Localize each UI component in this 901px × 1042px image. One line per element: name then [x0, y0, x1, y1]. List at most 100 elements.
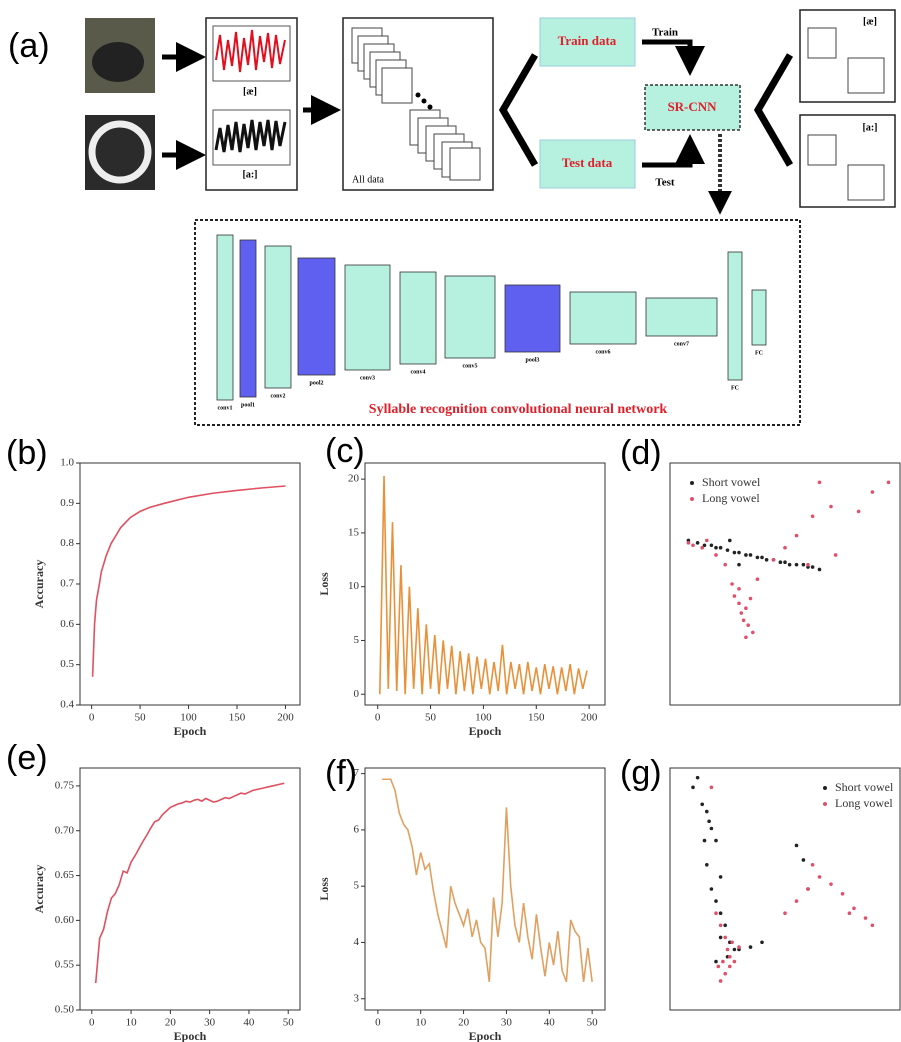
- y-tick-label: 0.7: [60, 578, 74, 590]
- scatter-point: [863, 916, 868, 920]
- layer-label: pool1: [241, 402, 255, 408]
- panel-label: (b): [6, 434, 48, 472]
- train-data-box: [539, 17, 636, 67]
- scatter-point: [725, 947, 730, 952]
- x-tick-label: 50: [135, 712, 147, 724]
- scatter-point: [748, 945, 753, 949]
- network-title: Syllable recognition convolutional neura…: [369, 402, 668, 417]
- scatter-point: [833, 553, 838, 557]
- scatter-point: [714, 838, 718, 843]
- scatter-point: [741, 618, 746, 623]
- scatter-point: [691, 543, 695, 548]
- scatter-point: [870, 490, 875, 494]
- x-tick-label: 150: [528, 712, 545, 724]
- scatter-point: [709, 826, 714, 831]
- y-tick-label: 4: [354, 936, 360, 948]
- layer: [444, 275, 496, 359]
- scatter-point: [686, 541, 691, 545]
- x-tick-label: 50: [587, 1017, 599, 1029]
- model-label: SR-CNN: [667, 99, 717, 114]
- layer-label: conv7: [674, 341, 689, 347]
- x-tick-label: 0: [375, 1017, 381, 1029]
- y-tick-label: 0.50: [55, 1004, 75, 1016]
- plot-frame: [364, 462, 606, 706]
- y-tick-label: 20: [348, 473, 360, 485]
- scatter-point: [714, 553, 718, 557]
- scatter-point: [783, 560, 787, 565]
- scatter-point: [718, 979, 723, 983]
- layer: [344, 264, 391, 371]
- data-line: [94, 782, 285, 984]
- scatter-point: [716, 964, 721, 969]
- scatter-point: [705, 538, 709, 543]
- arrow: [642, 39, 705, 76]
- output-frame: [807, 27, 837, 59]
- scatter-point: [787, 562, 792, 567]
- scatter-point: [760, 555, 764, 560]
- scatter-point: [840, 892, 845, 896]
- scatter-point: [817, 875, 822, 879]
- y-tick-label: 0.8: [60, 537, 74, 549]
- output-arrow: [753, 53, 794, 167]
- scatter-point: [748, 553, 753, 557]
- scatter-point: [695, 541, 700, 545]
- y-tick-label: 0.65: [55, 869, 75, 881]
- dot: [427, 104, 433, 110]
- data-line: [379, 475, 588, 695]
- scatter-point: [728, 538, 732, 543]
- y-tick-label: 6: [354, 823, 360, 835]
- scatter-point: [732, 947, 737, 952]
- legend-marker: [823, 786, 827, 790]
- output-frame: [847, 57, 885, 94]
- scatter-point: [794, 533, 799, 538]
- panel-label: (d): [620, 434, 662, 472]
- waveform: [215, 29, 286, 73]
- layer-label: pool3: [525, 357, 539, 363]
- layers: conv1 pool1 conv2 pool2 conv3 conv4 conv5 pool3…: [216, 234, 767, 411]
- model-box: [644, 84, 741, 131]
- x-tick-label: 150: [229, 712, 246, 724]
- x-tick-label: 50: [283, 1017, 295, 1029]
- scatter-point: [730, 582, 734, 586]
- x-tick-label: 40: [243, 1017, 255, 1029]
- x-axis-label: Epoch: [469, 724, 502, 738]
- scatter-point: [725, 548, 730, 552]
- scatter-point: [718, 923, 723, 928]
- scatter-point: [794, 843, 799, 848]
- x-tick-label: 50: [425, 712, 437, 724]
- legend-marker: [690, 497, 694, 501]
- layer: [645, 297, 718, 337]
- waveform: [214, 119, 287, 153]
- scatter-point: [705, 809, 709, 814]
- x-tick-label: 10: [126, 1017, 138, 1029]
- scatter-point: [856, 509, 861, 514]
- scatter-point: [817, 480, 822, 485]
- scatter-point: [806, 887, 810, 891]
- layer: [727, 251, 743, 381]
- y-tick-label: 5: [354, 634, 360, 646]
- panel-label: (g): [620, 754, 662, 792]
- scatter-point: [721, 959, 725, 964]
- waveform-frame: [212, 25, 291, 82]
- scatter-point: [732, 959, 737, 964]
- charts: 0 50 100 150 2000.40.50.60.70.80.91.0EpochAc…: [32, 457, 901, 1042]
- panel-label: (e): [6, 739, 48, 777]
- scatter-point: [783, 545, 787, 550]
- x-tick-label: 100: [180, 712, 197, 724]
- x-tick-label: 0: [89, 1017, 95, 1029]
- train-data-label: Train data: [558, 33, 617, 48]
- y-axis-label: Accuracy: [32, 865, 46, 914]
- arrow: [642, 134, 705, 168]
- y-axis-label: Loss: [317, 877, 331, 901]
- scatter-point: [714, 911, 718, 915]
- legend-marker: [690, 481, 694, 485]
- scatter-point: [695, 775, 700, 780]
- test-data-box: [539, 139, 636, 189]
- layer-label: conv4: [411, 369, 426, 375]
- x-tick-label: 20: [458, 1017, 470, 1029]
- plot-frame: [669, 462, 901, 706]
- y-tick-label: 3: [354, 992, 360, 1004]
- test-label: Test: [655, 177, 674, 189]
- scatter-point: [707, 819, 711, 824]
- legend-label: Long vowel: [835, 796, 893, 810]
